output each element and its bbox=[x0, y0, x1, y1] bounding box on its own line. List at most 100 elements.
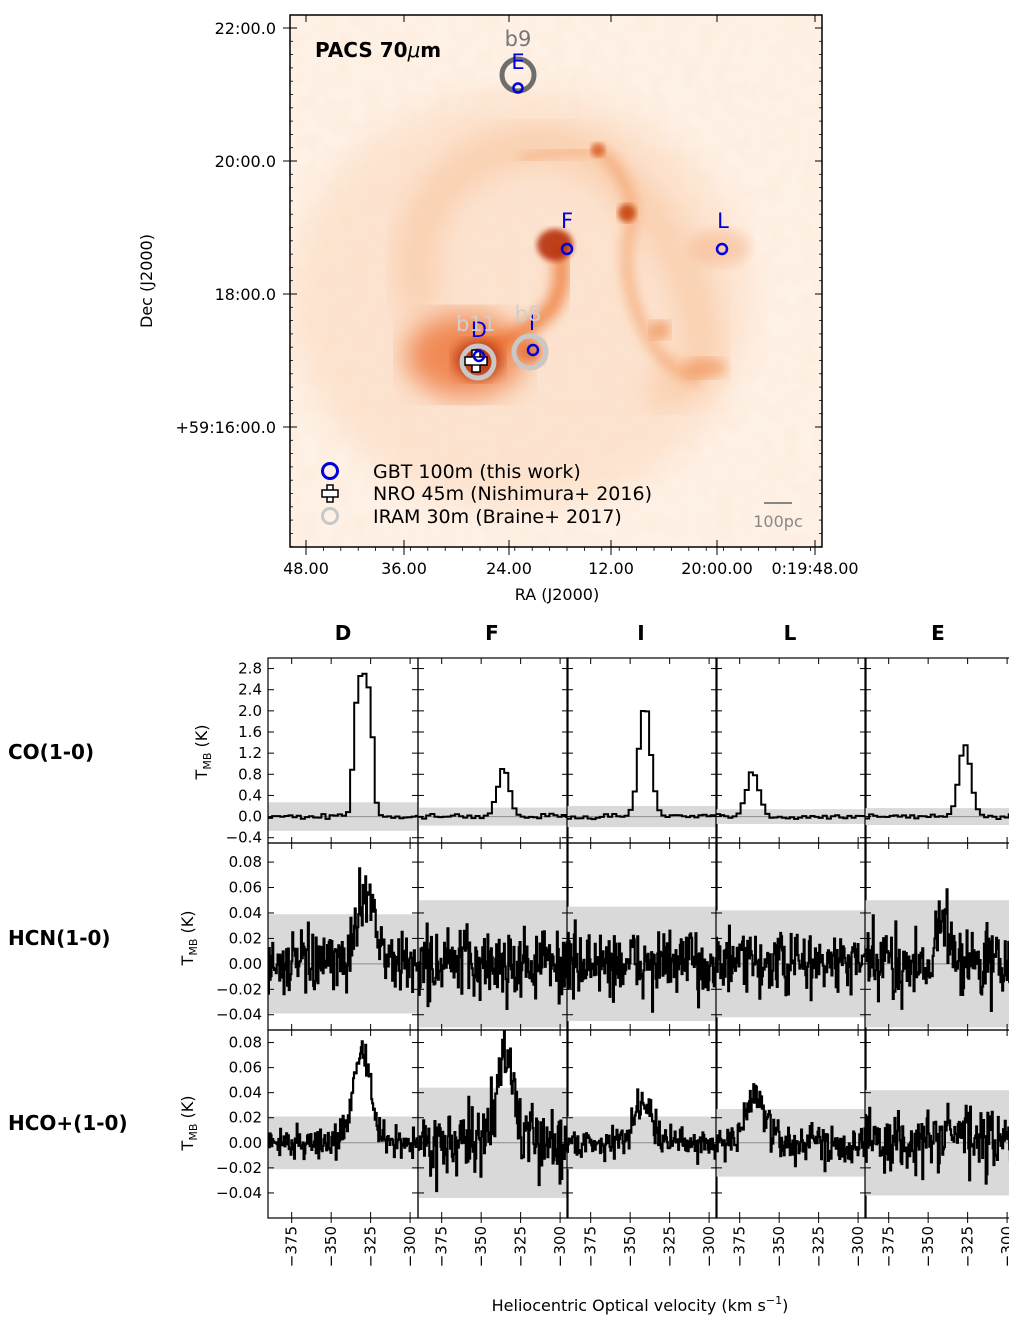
ytick-label: 0.0 bbox=[238, 808, 262, 826]
gbt-pointing-d bbox=[472, 349, 486, 363]
ytick-label: −0.02 bbox=[216, 980, 262, 998]
spectrum-panel bbox=[715, 842, 867, 1031]
ytick-label: 1.2 bbox=[238, 744, 262, 762]
spectrum-panel: −375 −350 −325 −300 bbox=[566, 1029, 718, 1267]
ytick-label: 2.0 bbox=[238, 702, 262, 720]
ra-tick-label: 12.00 bbox=[588, 559, 634, 578]
spectrum-line bbox=[267, 1040, 419, 1161]
spectrum-panel: 0.08 0.06 0.04 0.02 0.00 −0.02 −0.04 −375 −350 −3… bbox=[216, 1029, 419, 1267]
column-header-d: D bbox=[335, 621, 352, 645]
ytick-label: 0.08 bbox=[229, 853, 262, 871]
legend-iram-marker bbox=[321, 507, 339, 525]
dec-tick-label: 20:00.0 bbox=[215, 152, 276, 171]
scale-bar-label: 100pc bbox=[753, 512, 803, 531]
spectrum-line bbox=[417, 922, 569, 1010]
ra-tick-label: 20:00.00 bbox=[681, 559, 753, 578]
ytick-label: 0.00 bbox=[229, 1134, 262, 1152]
legend-gbt-label: GBT 100m (this work) bbox=[373, 461, 581, 483]
xtick-label: −350 bbox=[770, 1226, 788, 1267]
dec-axis-label: Dec (J2000) bbox=[137, 234, 156, 328]
label-b8: b8 bbox=[515, 302, 542, 326]
spectrum-panel bbox=[566, 842, 718, 1031]
xtick-label: −375 bbox=[880, 1226, 898, 1267]
ytick-label: 0.04 bbox=[229, 904, 262, 922]
ytick-label: 1.6 bbox=[238, 723, 262, 741]
column-header-f: F bbox=[485, 621, 499, 645]
ytick-label: 2.4 bbox=[238, 681, 262, 699]
label-d: D bbox=[471, 318, 487, 342]
label-b11: b11 bbox=[456, 312, 496, 336]
xtick-label: −375 bbox=[283, 1226, 301, 1267]
dec-tick-label: +59:16:00.0 bbox=[175, 418, 276, 437]
ytick-label: 0.02 bbox=[229, 1109, 262, 1127]
label-e: E bbox=[511, 50, 524, 74]
ytick-label: 0.02 bbox=[229, 929, 262, 947]
spectra-ylabel-co: TMB (K) bbox=[192, 725, 214, 781]
label-f: F bbox=[561, 209, 573, 233]
spectrum-line bbox=[417, 1030, 569, 1193]
xtick-label: −375 bbox=[731, 1226, 749, 1267]
map-legend: GBT 100m (this work) NRO 45m (Nishimura+… bbox=[321, 461, 652, 528]
legend-iram-label: IRAM 30m (Braine+ 2017) bbox=[373, 506, 622, 528]
spectra-ylabel-hcop: TMB (K) bbox=[178, 1096, 200, 1152]
spectra-ylabel-hcn: TMB (K) bbox=[178, 911, 200, 967]
iram-beam-b9 bbox=[499, 56, 537, 94]
map-title: PACS 70μm bbox=[315, 38, 441, 62]
spectrum-panel bbox=[417, 842, 569, 1031]
ra-tick-label: 0:19:48.00 bbox=[771, 559, 858, 578]
ytick-label: 0.08 bbox=[229, 1034, 262, 1052]
iram-beam-b11 bbox=[459, 343, 497, 381]
xtick-label: −325 bbox=[661, 1226, 679, 1267]
ra-tick-label: 24.00 bbox=[486, 559, 532, 578]
spectrum-line bbox=[864, 888, 1009, 1012]
column-header-l: L bbox=[784, 621, 797, 645]
xtick-label: −300 bbox=[700, 1226, 718, 1267]
spectrum-line bbox=[566, 1088, 718, 1165]
spectrum-line bbox=[715, 924, 867, 1002]
spectrum-line bbox=[715, 1083, 867, 1173]
ytick-label: −0.02 bbox=[216, 1159, 262, 1177]
legend-gbt-marker bbox=[321, 462, 339, 480]
xtick-label: −350 bbox=[621, 1226, 639, 1267]
spectrum-line bbox=[566, 919, 718, 1013]
spectrum-panel: 2.8 2.4 2.0 1.6 1.2 0.8 0.4 0.0 −0.4 bbox=[226, 657, 419, 847]
xtick-label: −375 bbox=[582, 1226, 600, 1267]
spectrum-line bbox=[418, 768, 568, 820]
ra-axis-label: RA (J2000) bbox=[515, 585, 599, 604]
spectrum-line bbox=[716, 771, 866, 820]
spectrum-panel bbox=[864, 657, 1009, 844]
spectrum-line bbox=[864, 1102, 1009, 1185]
label-b9: b9 bbox=[505, 27, 532, 51]
spectrum-panel bbox=[715, 657, 867, 844]
xtick-label: −300 bbox=[849, 1226, 867, 1267]
map-ticks bbox=[283, 15, 822, 555]
column-header-i: I bbox=[637, 621, 644, 645]
xtick-label: −375 bbox=[433, 1226, 451, 1267]
xtick-label: −325 bbox=[512, 1226, 530, 1267]
gbt-pointing-l bbox=[715, 242, 729, 256]
xtick-label: −325 bbox=[810, 1226, 828, 1267]
ytick-label: 0.00 bbox=[229, 955, 262, 973]
ytick-label: 0.4 bbox=[238, 786, 262, 804]
xtick-label: −300 bbox=[998, 1226, 1009, 1267]
xtick-label: −350 bbox=[322, 1226, 340, 1267]
xtick-label: −300 bbox=[401, 1226, 419, 1267]
xtick-label: −300 bbox=[551, 1226, 569, 1267]
spectrum-line bbox=[865, 744, 1009, 820]
ytick-label: −0.04 bbox=[216, 1184, 262, 1202]
dec-tick-label: 22:00.0 bbox=[215, 19, 276, 38]
spectrum-panel bbox=[417, 657, 569, 844]
row-label-hcop: HCO+(1-0) bbox=[8, 1111, 128, 1135]
ytick-label: 0.06 bbox=[229, 1059, 262, 1077]
legend-nro-label: NRO 45m (Nishimura+ 2016) bbox=[373, 483, 652, 505]
ytick-label: 2.8 bbox=[238, 660, 262, 678]
spectrum-panel bbox=[566, 657, 718, 844]
label-i: I bbox=[529, 311, 535, 335]
xtick-label: −350 bbox=[472, 1226, 490, 1267]
map-panel: 22:00.0 20:00.0 18:00.0 +59:16:00.0 48.0… bbox=[137, 14, 859, 604]
spectrum-line bbox=[268, 672, 418, 820]
gbt-pointing-f bbox=[560, 242, 574, 256]
label-l: L bbox=[717, 209, 729, 233]
spectrum-line bbox=[267, 867, 419, 996]
